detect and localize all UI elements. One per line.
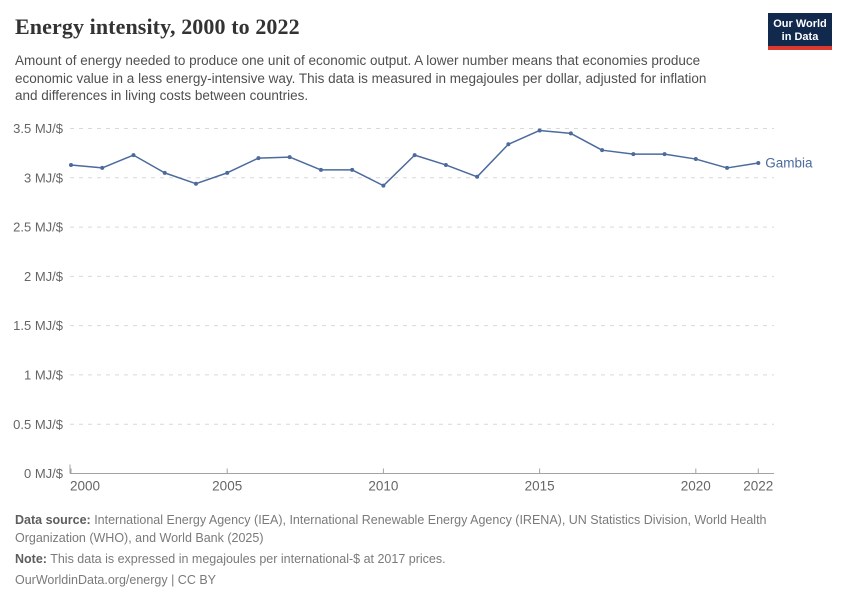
data-point[interactable]: [412, 153, 417, 158]
data-point[interactable]: [693, 157, 698, 162]
data-point[interactable]: [225, 170, 230, 175]
data-point[interactable]: [350, 167, 355, 172]
x-axis-tick-label: 2010: [368, 479, 398, 494]
y-axis-tick-label: 2 MJ/$: [24, 269, 64, 284]
data-point[interactable]: [193, 181, 198, 186]
y-axis-tick-label: 3 MJ/$: [24, 170, 64, 185]
x-axis-tick-label: 2022: [743, 479, 773, 494]
data-source-line: Data source: International Energy Agency…: [15, 511, 807, 547]
x-axis-tick-label: 2020: [681, 479, 711, 494]
data-point[interactable]: [537, 128, 542, 133]
owid-logo-line2: in Data: [781, 30, 819, 43]
y-axis-tick-label: 1.5 MJ/$: [13, 318, 64, 333]
y-axis-tick-label: 2.5 MJ/$: [13, 220, 64, 235]
y-axis-tick-label: 1 MJ/$: [24, 367, 64, 382]
data-point[interactable]: [381, 183, 386, 188]
y-axis-tick-label: 3.5 MJ/$: [13, 121, 64, 136]
data-source-label: Data source:: [15, 513, 91, 527]
data-point[interactable]: [725, 165, 730, 170]
data-point[interactable]: [443, 162, 448, 167]
y-axis-tick-label: 0 MJ/$: [24, 466, 64, 481]
y-axis-tick-label: 0.5 MJ/$: [13, 417, 64, 432]
data-point[interactable]: [600, 148, 605, 153]
data-point[interactable]: [318, 167, 323, 172]
series-end-label[interactable]: Gambia: [765, 156, 813, 171]
license-line: OurWorldinData.org/energy | CC BY: [15, 573, 217, 587]
data-point[interactable]: [662, 152, 667, 157]
chart-footer: Data source: International Energy Agency…: [15, 511, 807, 592]
data-point[interactable]: [256, 156, 261, 161]
owid-logo[interactable]: Our World in Data: [768, 13, 832, 50]
data-point[interactable]: [475, 174, 480, 179]
page-title: Energy intensity, 2000 to 2022: [15, 14, 300, 39]
x-axis-tick-label: 2000: [70, 479, 100, 494]
chart-subtitle: Amount of energy needed to produce one u…: [15, 53, 707, 103]
data-point[interactable]: [568, 131, 573, 136]
data-point[interactable]: [162, 170, 167, 175]
data-point[interactable]: [69, 162, 73, 167]
data-point[interactable]: [100, 165, 105, 170]
x-axis-tick-label: 2005: [212, 479, 242, 494]
data-point[interactable]: [756, 161, 761, 165]
note-label: Note:: [15, 552, 47, 566]
data-point[interactable]: [287, 155, 292, 160]
data-source-text: International Energy Agency (IEA), Inter…: [15, 513, 767, 545]
x-axis-tick-label: 2015: [525, 479, 555, 494]
data-point[interactable]: [631, 152, 636, 157]
note-text: This data is expressed in megajoules per…: [46, 552, 446, 566]
data-point[interactable]: [506, 142, 511, 147]
owid-logo-line1: Our World: [773, 18, 827, 30]
note-line: Note: This data is expressed in megajoul…: [15, 550, 807, 568]
data-point[interactable]: [131, 153, 136, 158]
